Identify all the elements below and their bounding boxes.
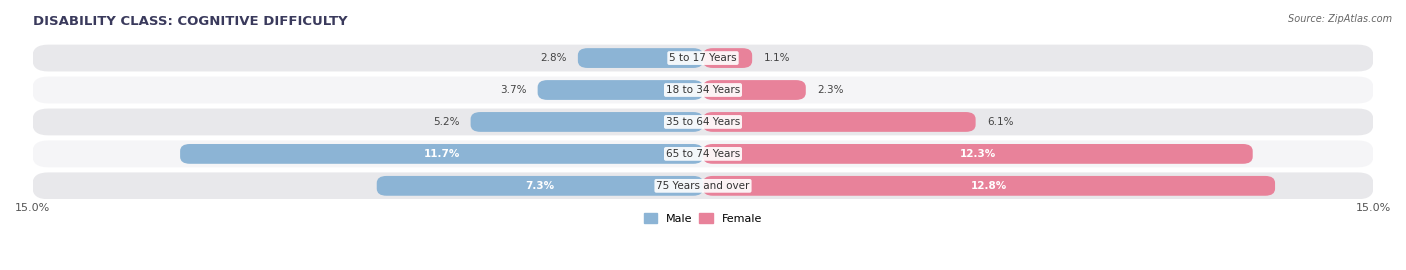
Text: 65 to 74 Years: 65 to 74 Years — [666, 149, 740, 159]
Text: 12.3%: 12.3% — [960, 149, 995, 159]
Text: 3.7%: 3.7% — [501, 85, 526, 95]
FancyBboxPatch shape — [703, 112, 976, 132]
FancyBboxPatch shape — [703, 80, 806, 100]
FancyBboxPatch shape — [471, 112, 703, 132]
Text: 6.1%: 6.1% — [987, 117, 1014, 127]
Text: 18 to 34 Years: 18 to 34 Years — [666, 85, 740, 95]
FancyBboxPatch shape — [32, 173, 1374, 199]
FancyBboxPatch shape — [377, 176, 703, 196]
FancyBboxPatch shape — [180, 144, 703, 164]
Text: 35 to 64 Years: 35 to 64 Years — [666, 117, 740, 127]
FancyBboxPatch shape — [537, 80, 703, 100]
FancyBboxPatch shape — [703, 48, 752, 68]
Text: 2.3%: 2.3% — [817, 85, 844, 95]
FancyBboxPatch shape — [32, 140, 1374, 167]
Text: DISABILITY CLASS: COGNITIVE DIFFICULTY: DISABILITY CLASS: COGNITIVE DIFFICULTY — [32, 15, 347, 28]
Text: 5 to 17 Years: 5 to 17 Years — [669, 53, 737, 63]
FancyBboxPatch shape — [578, 48, 703, 68]
Text: 1.1%: 1.1% — [763, 53, 790, 63]
FancyBboxPatch shape — [32, 45, 1374, 72]
Legend: Male, Female: Male, Female — [640, 209, 766, 228]
Text: 5.2%: 5.2% — [433, 117, 460, 127]
Text: 7.3%: 7.3% — [526, 181, 554, 191]
FancyBboxPatch shape — [32, 77, 1374, 103]
Text: 75 Years and over: 75 Years and over — [657, 181, 749, 191]
Text: 11.7%: 11.7% — [423, 149, 460, 159]
FancyBboxPatch shape — [32, 109, 1374, 135]
Text: 2.8%: 2.8% — [540, 53, 567, 63]
Text: 12.8%: 12.8% — [972, 181, 1007, 191]
Text: Source: ZipAtlas.com: Source: ZipAtlas.com — [1288, 14, 1392, 23]
FancyBboxPatch shape — [703, 176, 1275, 196]
FancyBboxPatch shape — [703, 144, 1253, 164]
